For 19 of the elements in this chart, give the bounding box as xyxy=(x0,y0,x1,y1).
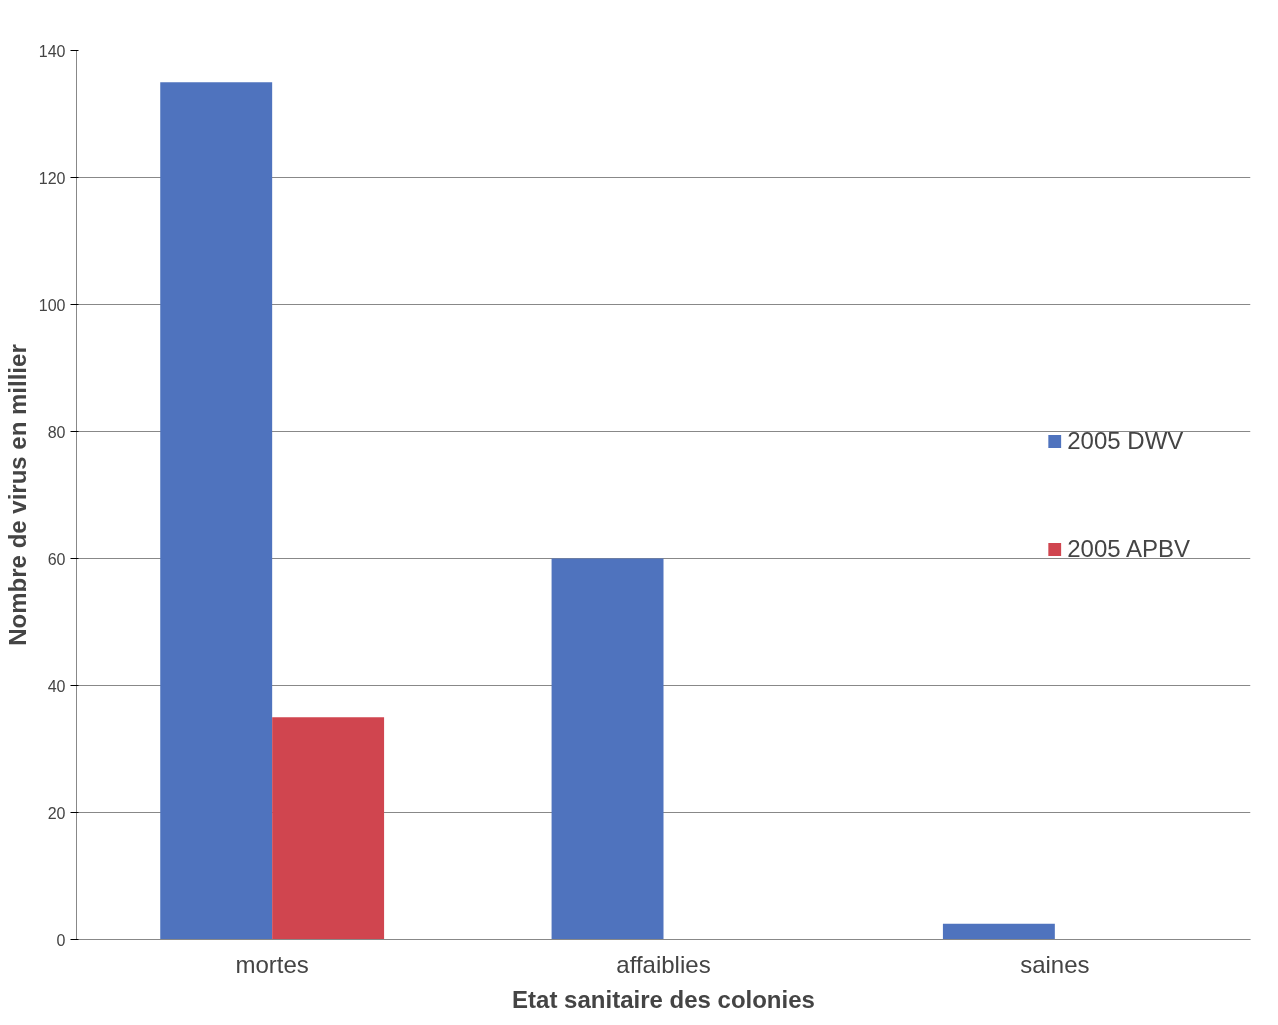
y-axis-title: Nombre de virus en millier xyxy=(3,344,31,646)
y-tick-label: 140 xyxy=(38,42,66,60)
y-tick-label: 100 xyxy=(38,296,66,314)
x-tick-label: mortes xyxy=(235,950,309,978)
y-tick-label: 20 xyxy=(47,804,66,822)
x-tick-label: affaiblies xyxy=(616,950,711,978)
legend-label: 2005 APBV xyxy=(1067,534,1190,563)
bar xyxy=(160,82,273,940)
y-tick-label: 120 xyxy=(38,169,66,187)
y-tick-label: 60 xyxy=(47,550,66,568)
bar xyxy=(551,558,664,940)
legend-label: 2005 DWV xyxy=(1067,426,1184,455)
bar xyxy=(942,923,1055,940)
bar xyxy=(272,717,385,940)
y-tick-label: 40 xyxy=(47,677,66,695)
x-axis-title: Etat sanitaire des colonies xyxy=(512,985,815,1013)
x-tick-label: saines xyxy=(1020,950,1090,978)
y-tick-label: 80 xyxy=(47,423,66,441)
y-tick-label: 0 xyxy=(56,931,66,949)
